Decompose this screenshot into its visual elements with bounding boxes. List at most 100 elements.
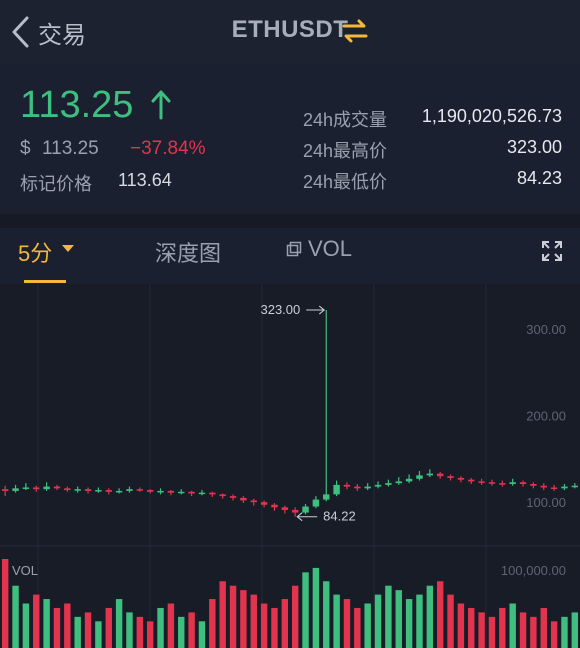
volume-bar [488,616,496,648]
candle-body [229,496,237,498]
volume-bar [271,607,278,648]
pair-title[interactable]: ETHUSDT [231,16,349,43]
volume-bar [540,607,547,648]
volume-bar [561,616,568,648]
candle-body [478,481,485,483]
candle-body [395,481,402,484]
tab-5min[interactable]: 5分 [18,241,53,266]
volume-bar [64,603,71,648]
layers-icon[interactable] [286,241,302,257]
volume-bar [416,594,423,648]
candle-body [260,502,268,505]
tab-vol[interactable]: VOL [308,236,353,261]
y-tick-label: 100.00 [526,495,566,510]
volume-bar [343,599,351,648]
fullscreen-icon[interactable] [540,239,564,263]
volume-bar [157,607,164,648]
high-24h-label: 24h最高价 [303,141,388,161]
up-arrow-icon [151,90,171,120]
candle-body [405,478,413,482]
volume-bar [426,585,434,648]
candle-body [53,486,61,489]
candle-body [447,476,454,478]
candle-body [178,491,185,494]
high-marker-arrow [318,305,326,315]
tab-depth[interactable]: 深度图 [155,241,222,266]
volume-bar [33,594,40,648]
volume-bar [519,612,527,648]
candle-body [364,486,371,489]
volume-bar [250,594,257,648]
candle-body [271,504,278,508]
candle-body [354,486,361,489]
volume-bar [74,616,81,648]
candle-body [64,488,71,491]
low-annotation: 84.22 [323,509,356,524]
chevron-left-icon [12,16,29,48]
volume-bar [405,599,413,648]
chart-background [0,284,580,648]
candle-body [167,490,175,493]
candle-body [240,497,247,501]
candle-body [550,487,558,489]
low-24h-value: 84.23 [516,168,562,188]
volume-bar [219,581,226,648]
last-price: 113.25 [20,84,134,126]
back-button[interactable]: 交易 [10,12,100,52]
candle-body [33,487,40,490]
change-percent: −37.84% [130,138,206,159]
volume-bar [126,612,133,648]
candlestick-chart[interactable]: 300.00 200.00 100.00 323.00 84.22 VOL 100,000.… [0,284,580,648]
candle-body [1,489,9,491]
candle-body [22,487,30,489]
candle-body [281,507,289,510]
volume-bar [312,567,320,648]
volume-bar [323,581,330,648]
ticker-summary [0,64,580,214]
candle-body [488,482,496,484]
low-marker-arrow [296,512,303,522]
volume-bar [550,621,558,648]
candle-body [509,482,516,484]
candle-body [115,490,123,493]
volume-bar [240,590,247,648]
candle-body [540,485,547,488]
candle-body [374,484,382,487]
top-bar [0,0,580,64]
volume-bar [291,585,299,648]
candle-body [312,499,320,507]
candle-body [333,484,340,495]
volume-label: VOL [12,563,38,578]
mark-price-value: 113.64 [118,170,172,190]
candle-body [519,482,527,484]
high-annotation: 323.00 [260,302,300,317]
candle-body [105,490,112,492]
volume-bar [229,585,237,648]
volume-bar [385,585,392,648]
candle-body [95,490,102,492]
mark-price-label: 标记价格 [20,174,92,194]
candle-body [468,479,475,482]
candle-body [343,484,351,487]
swap-arrows-icon[interactable] [340,16,370,46]
volume-bar [84,612,92,648]
volume-bar [53,607,61,648]
candle-body [436,473,444,477]
volume-bar [146,621,154,648]
section-divider [0,214,580,228]
candle-body [12,488,19,491]
volume-bar [354,607,361,648]
volume-bar [188,612,195,648]
volume-bar [95,621,102,648]
volume-tick-label: 100,000.00 [501,563,566,578]
volume-bar [209,599,216,648]
candle-body [426,473,434,476]
volume-bar [571,612,579,648]
candle-body [302,506,309,513]
caret-down-icon[interactable] [62,245,74,253]
volume-bar [302,572,309,648]
candle-body [457,477,465,480]
volume-bar [12,585,19,648]
volume-bar [105,607,112,648]
candle-body [385,483,392,485]
